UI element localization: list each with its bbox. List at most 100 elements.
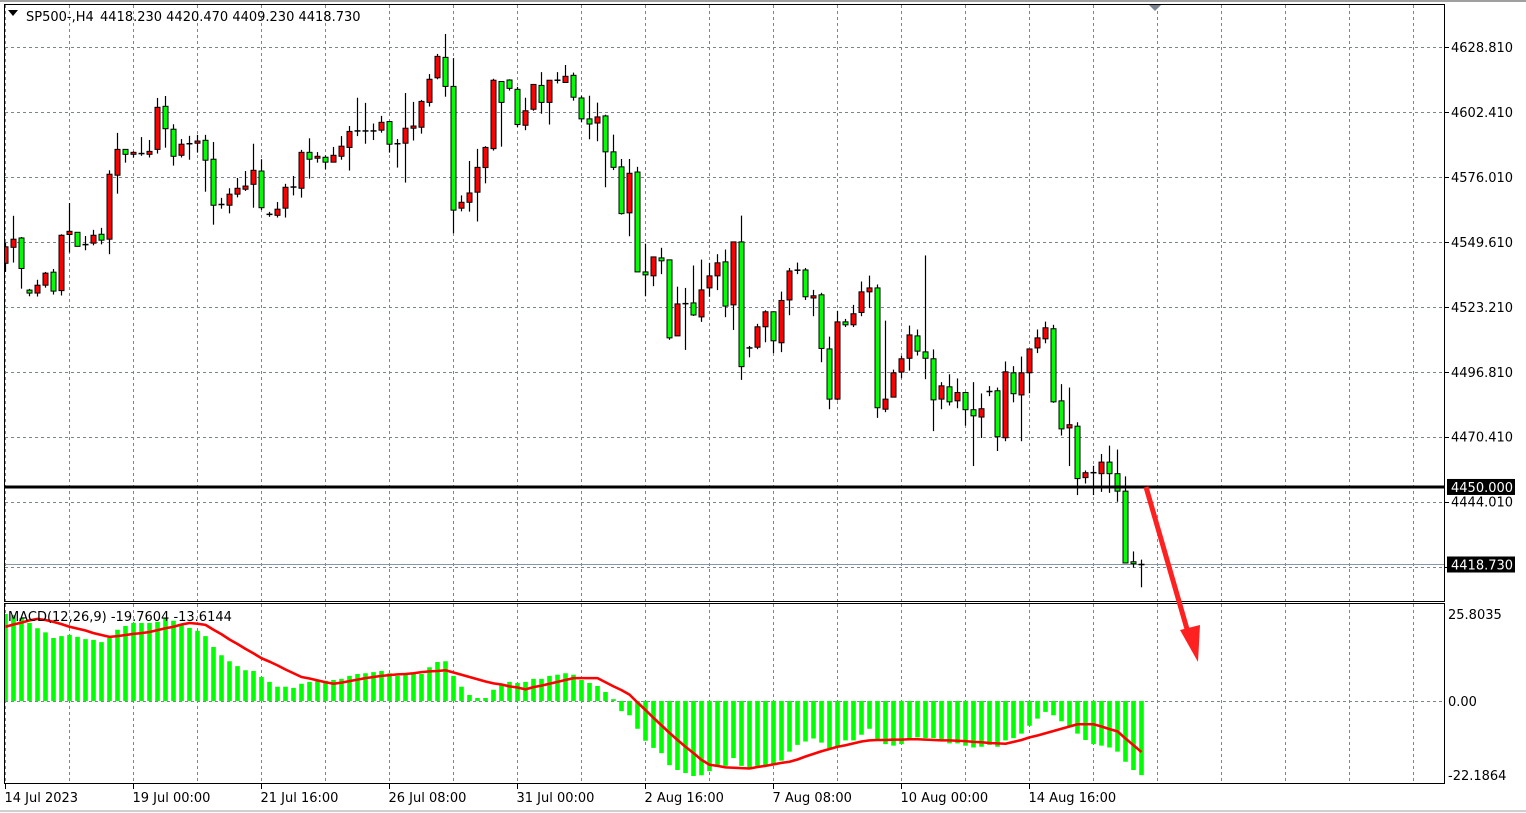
- price-tick-label: 4602.410: [1451, 106, 1513, 121]
- candle: [1010, 366, 1017, 403]
- candle: [482, 146, 489, 184]
- time-tick-label: 2 Aug 16:00: [645, 791, 724, 806]
- macd-histogram-bar: [995, 701, 1000, 747]
- candle-body: [378, 121, 385, 131]
- dropdown-triangle-icon[interactable]: [8, 10, 18, 16]
- macd-histogram-bar: [115, 629, 120, 701]
- candle-body: [330, 154, 337, 163]
- macd-histogram-bar: [403, 674, 408, 701]
- candle-body: [874, 287, 881, 409]
- candle-body: [1066, 424, 1073, 429]
- macd-histogram-bar: [195, 630, 200, 701]
- candle-body: [450, 85, 457, 211]
- candle: [226, 188, 233, 214]
- candle-body: [546, 79, 553, 103]
- macd-histogram-bar: [515, 683, 520, 701]
- price-tick-label: 4628.810: [1451, 41, 1513, 56]
- candle-body: [490, 79, 497, 150]
- macd-histogram-bar: [99, 642, 104, 701]
- macd-histogram-bar: [315, 680, 320, 701]
- candle: [930, 349, 937, 432]
- candle-body: [258, 170, 265, 209]
- candle-body: [602, 115, 609, 153]
- down-arrow-annotation-icon[interactable]: [1143, 486, 1200, 662]
- macd-histogram-bar: [171, 620, 176, 701]
- candle: [58, 234, 65, 296]
- macd-histogram-bar: [1003, 701, 1008, 741]
- candle-body: [466, 192, 473, 203]
- candle-body: [274, 208, 281, 216]
- time-tick-label: 7 Aug 08:00: [773, 791, 852, 806]
- candle: [634, 166, 641, 273]
- candle-body: [226, 193, 233, 206]
- macd-histogram-bar: [299, 683, 304, 701]
- macd-histogram-bar: [699, 701, 704, 776]
- candle-body: [1026, 348, 1033, 374]
- macd-histogram-bar: [67, 635, 72, 701]
- candle: [10, 215, 17, 263]
- candle: [546, 79, 553, 125]
- candle-body: [10, 238, 17, 248]
- candle-body: [994, 390, 1001, 438]
- macd-histogram-bar: [891, 701, 896, 746]
- candle: [410, 101, 417, 141]
- candle-body: [154, 106, 161, 150]
- macd-histogram-bar: [443, 661, 448, 701]
- candle-body: [738, 241, 745, 368]
- candle-body: [906, 334, 913, 359]
- macd-histogram-bar: [235, 666, 240, 701]
- macd-histogram-bar: [523, 681, 528, 701]
- candle-body: [402, 127, 409, 144]
- candle: [586, 95, 593, 140]
- candle: [890, 369, 897, 398]
- level-price-label: 4450.000: [1451, 481, 1513, 496]
- candle: [346, 126, 353, 171]
- candle: [1074, 422, 1081, 496]
- candle: [1026, 348, 1033, 394]
- macd-histogram-bar: [635, 701, 640, 729]
- macd-histogram-bar: [371, 672, 376, 701]
- macd-histogram-bar: [851, 701, 856, 741]
- macd-histogram-bar: [531, 678, 536, 701]
- candle-body: [458, 201, 465, 209]
- arrow-shaft[interactable]: [1143, 486, 1192, 637]
- candle-body: [858, 291, 865, 314]
- macd-histogram-bar: [1123, 701, 1128, 762]
- candle-body: [802, 269, 809, 298]
- candle: [826, 336, 833, 410]
- macd-histogram-bar: [483, 698, 488, 701]
- candle: [738, 215, 745, 380]
- macd-histogram-bar: [11, 615, 16, 701]
- candle-body: [418, 100, 425, 128]
- candle: [202, 134, 209, 192]
- arrow-head[interactable]: [1180, 625, 1200, 662]
- candle: [690, 265, 697, 316]
- candle: [746, 345, 753, 358]
- candle-body: [898, 358, 905, 373]
- candle-body: [570, 74, 577, 98]
- candle-body: [786, 270, 793, 301]
- candle: [850, 304, 857, 328]
- candle: [418, 99, 425, 134]
- candle: [338, 136, 345, 160]
- candle: [1018, 356, 1025, 442]
- candle-body: [610, 151, 617, 168]
- candle: [802, 267, 809, 300]
- macd-histogram-bar: [19, 618, 24, 701]
- macd-histogram-bar: [627, 701, 632, 716]
- candle: [282, 183, 289, 218]
- candle-body: [634, 171, 641, 273]
- price-tick-label: 4470.410: [1451, 431, 1513, 446]
- candle-body: [234, 187, 241, 195]
- candle-body: [970, 409, 977, 417]
- candle-body: [946, 386, 953, 403]
- candle: [610, 134, 617, 171]
- macd-histogram-bar: [683, 701, 688, 773]
- time-tick-label: 10 Aug 00:00: [901, 791, 989, 806]
- macd-histogram-bar: [1131, 701, 1136, 770]
- macd-histogram-bar: [251, 671, 256, 701]
- macd-histogram-bar: [427, 667, 432, 701]
- chart-shift-marker-icon[interactable]: [1149, 5, 1161, 11]
- macd-histogram-bar: [363, 673, 368, 701]
